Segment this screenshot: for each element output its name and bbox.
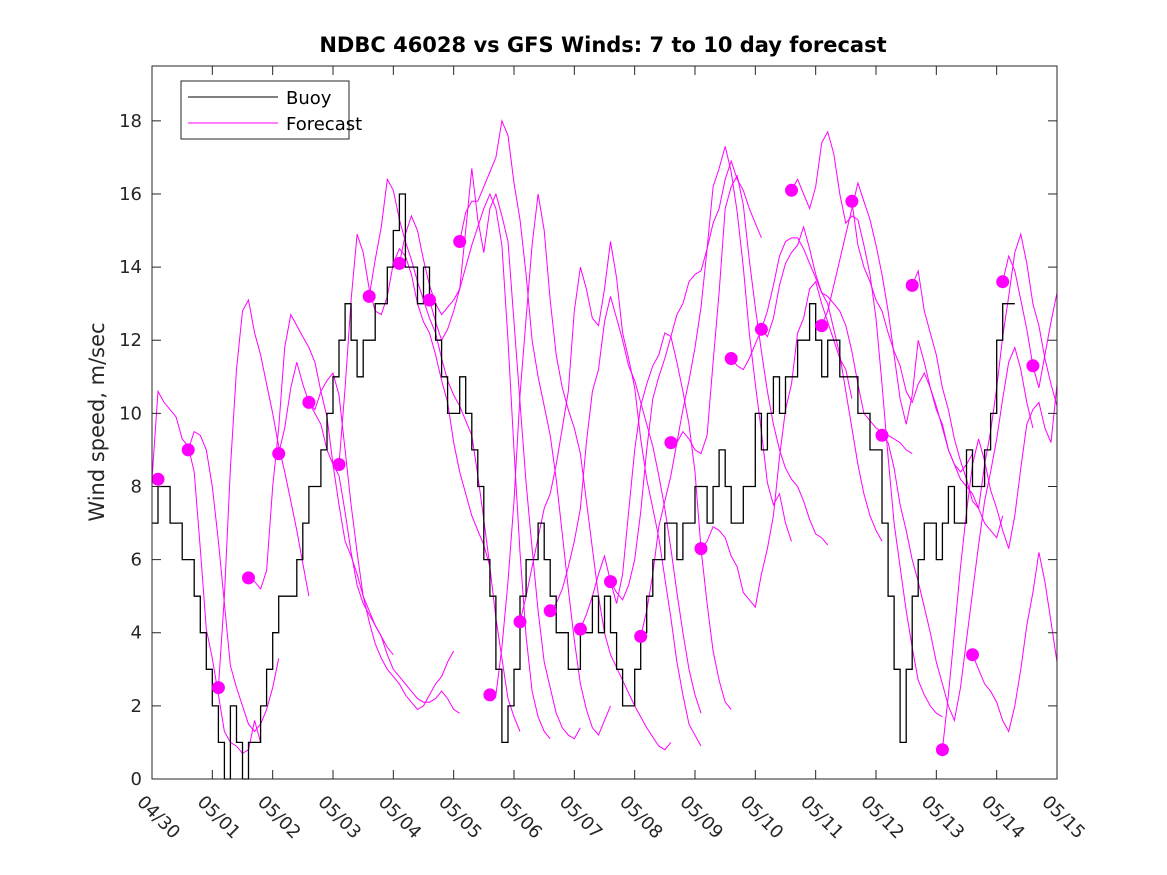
y-axis-label: Wind speed, m/sec xyxy=(85,322,109,521)
legend-buoy-label: Buoy xyxy=(286,88,332,109)
forecast-marker xyxy=(634,629,648,643)
forecast-marker xyxy=(604,575,617,589)
y-tick-label: 2 xyxy=(131,696,142,717)
y-tick-label: 12 xyxy=(119,330,142,351)
forecast-marker xyxy=(935,743,949,757)
forecast-marker xyxy=(996,275,1010,289)
buoy-series-line xyxy=(152,193,1015,780)
forecast-marker xyxy=(905,278,919,292)
forecast-series-line xyxy=(338,234,491,568)
forecast-lines xyxy=(151,118,1058,755)
forecast-series-line xyxy=(579,332,732,710)
forecast-marker xyxy=(151,472,165,486)
forecast-markers xyxy=(151,183,1040,757)
axes-background xyxy=(152,66,1057,779)
forecast-marker xyxy=(392,256,406,270)
forecast-marker xyxy=(483,688,497,702)
forecast-marker xyxy=(211,681,225,695)
forecast-marker xyxy=(543,604,557,618)
forecast-series-line xyxy=(187,430,280,733)
forecast-series-line xyxy=(368,177,521,732)
forecast-series-line xyxy=(549,296,702,714)
y-tick-label: 6 xyxy=(131,550,142,571)
forecast-series-line xyxy=(676,174,829,546)
forecast-marker xyxy=(181,443,195,457)
forecast-marker xyxy=(754,322,768,336)
buoy-line-group xyxy=(152,193,1015,780)
forecast-series-line xyxy=(941,384,1058,750)
legend-box xyxy=(180,80,350,140)
forecast-series-line xyxy=(730,237,883,542)
y-tick-label: 0 xyxy=(131,769,142,790)
forecast-marker xyxy=(272,447,286,461)
forecast-series-line xyxy=(851,201,1004,539)
forecast-series-line xyxy=(610,159,762,601)
y-tick-label: 14 xyxy=(119,257,142,278)
axes-frame xyxy=(151,65,1058,780)
chart-title: NDBC 46028 vs GFS Winds: 7 to 10 day for… xyxy=(319,33,886,57)
forecast-marker xyxy=(423,293,436,307)
forecast-series-line xyxy=(972,552,1058,733)
forecast-series-line xyxy=(791,130,943,718)
forecast-marker xyxy=(966,648,979,662)
y-tick-label: 16 xyxy=(119,184,142,205)
forecast-marker xyxy=(694,542,708,556)
forecast-marker xyxy=(453,235,467,248)
forecast-series-line xyxy=(881,345,1034,723)
y-tick-label: 4 xyxy=(131,623,142,644)
forecast-series-line xyxy=(640,146,792,637)
forecast-marker xyxy=(815,319,829,333)
forecast-marker xyxy=(845,194,859,208)
y-tick-label: 10 xyxy=(119,403,142,424)
y-tick-label: 18 xyxy=(119,111,142,132)
forecast-marker xyxy=(362,289,376,303)
forecast-marker xyxy=(302,395,316,409)
y-axis-ticks: 0 2 4 6 8 10 12 14 16 18 xyxy=(119,111,1057,790)
forecast-series-line xyxy=(1002,254,1058,388)
legend: Buoy Forecast xyxy=(180,80,362,140)
forecast-marker xyxy=(332,458,346,471)
forecast-marker xyxy=(664,436,678,450)
forecast-series-line xyxy=(308,372,455,711)
forecast-marker xyxy=(573,622,587,636)
forecast-marker xyxy=(785,183,798,197)
forecast-series-line xyxy=(217,298,310,688)
forecast-marker xyxy=(1026,359,1040,373)
forecast-series-line xyxy=(459,118,611,737)
forecast-marker xyxy=(242,571,255,585)
forecast-series-line xyxy=(700,280,853,609)
forecast-series-line xyxy=(519,241,702,747)
forecast-marker xyxy=(724,352,738,365)
forecast-marker xyxy=(513,615,527,629)
forecast-marker xyxy=(875,428,889,442)
forecast-series-line xyxy=(429,168,581,740)
y-tick-label: 8 xyxy=(131,476,142,497)
forecast-series-line xyxy=(495,193,672,751)
legend-forecast-label: Forecast xyxy=(286,114,362,135)
